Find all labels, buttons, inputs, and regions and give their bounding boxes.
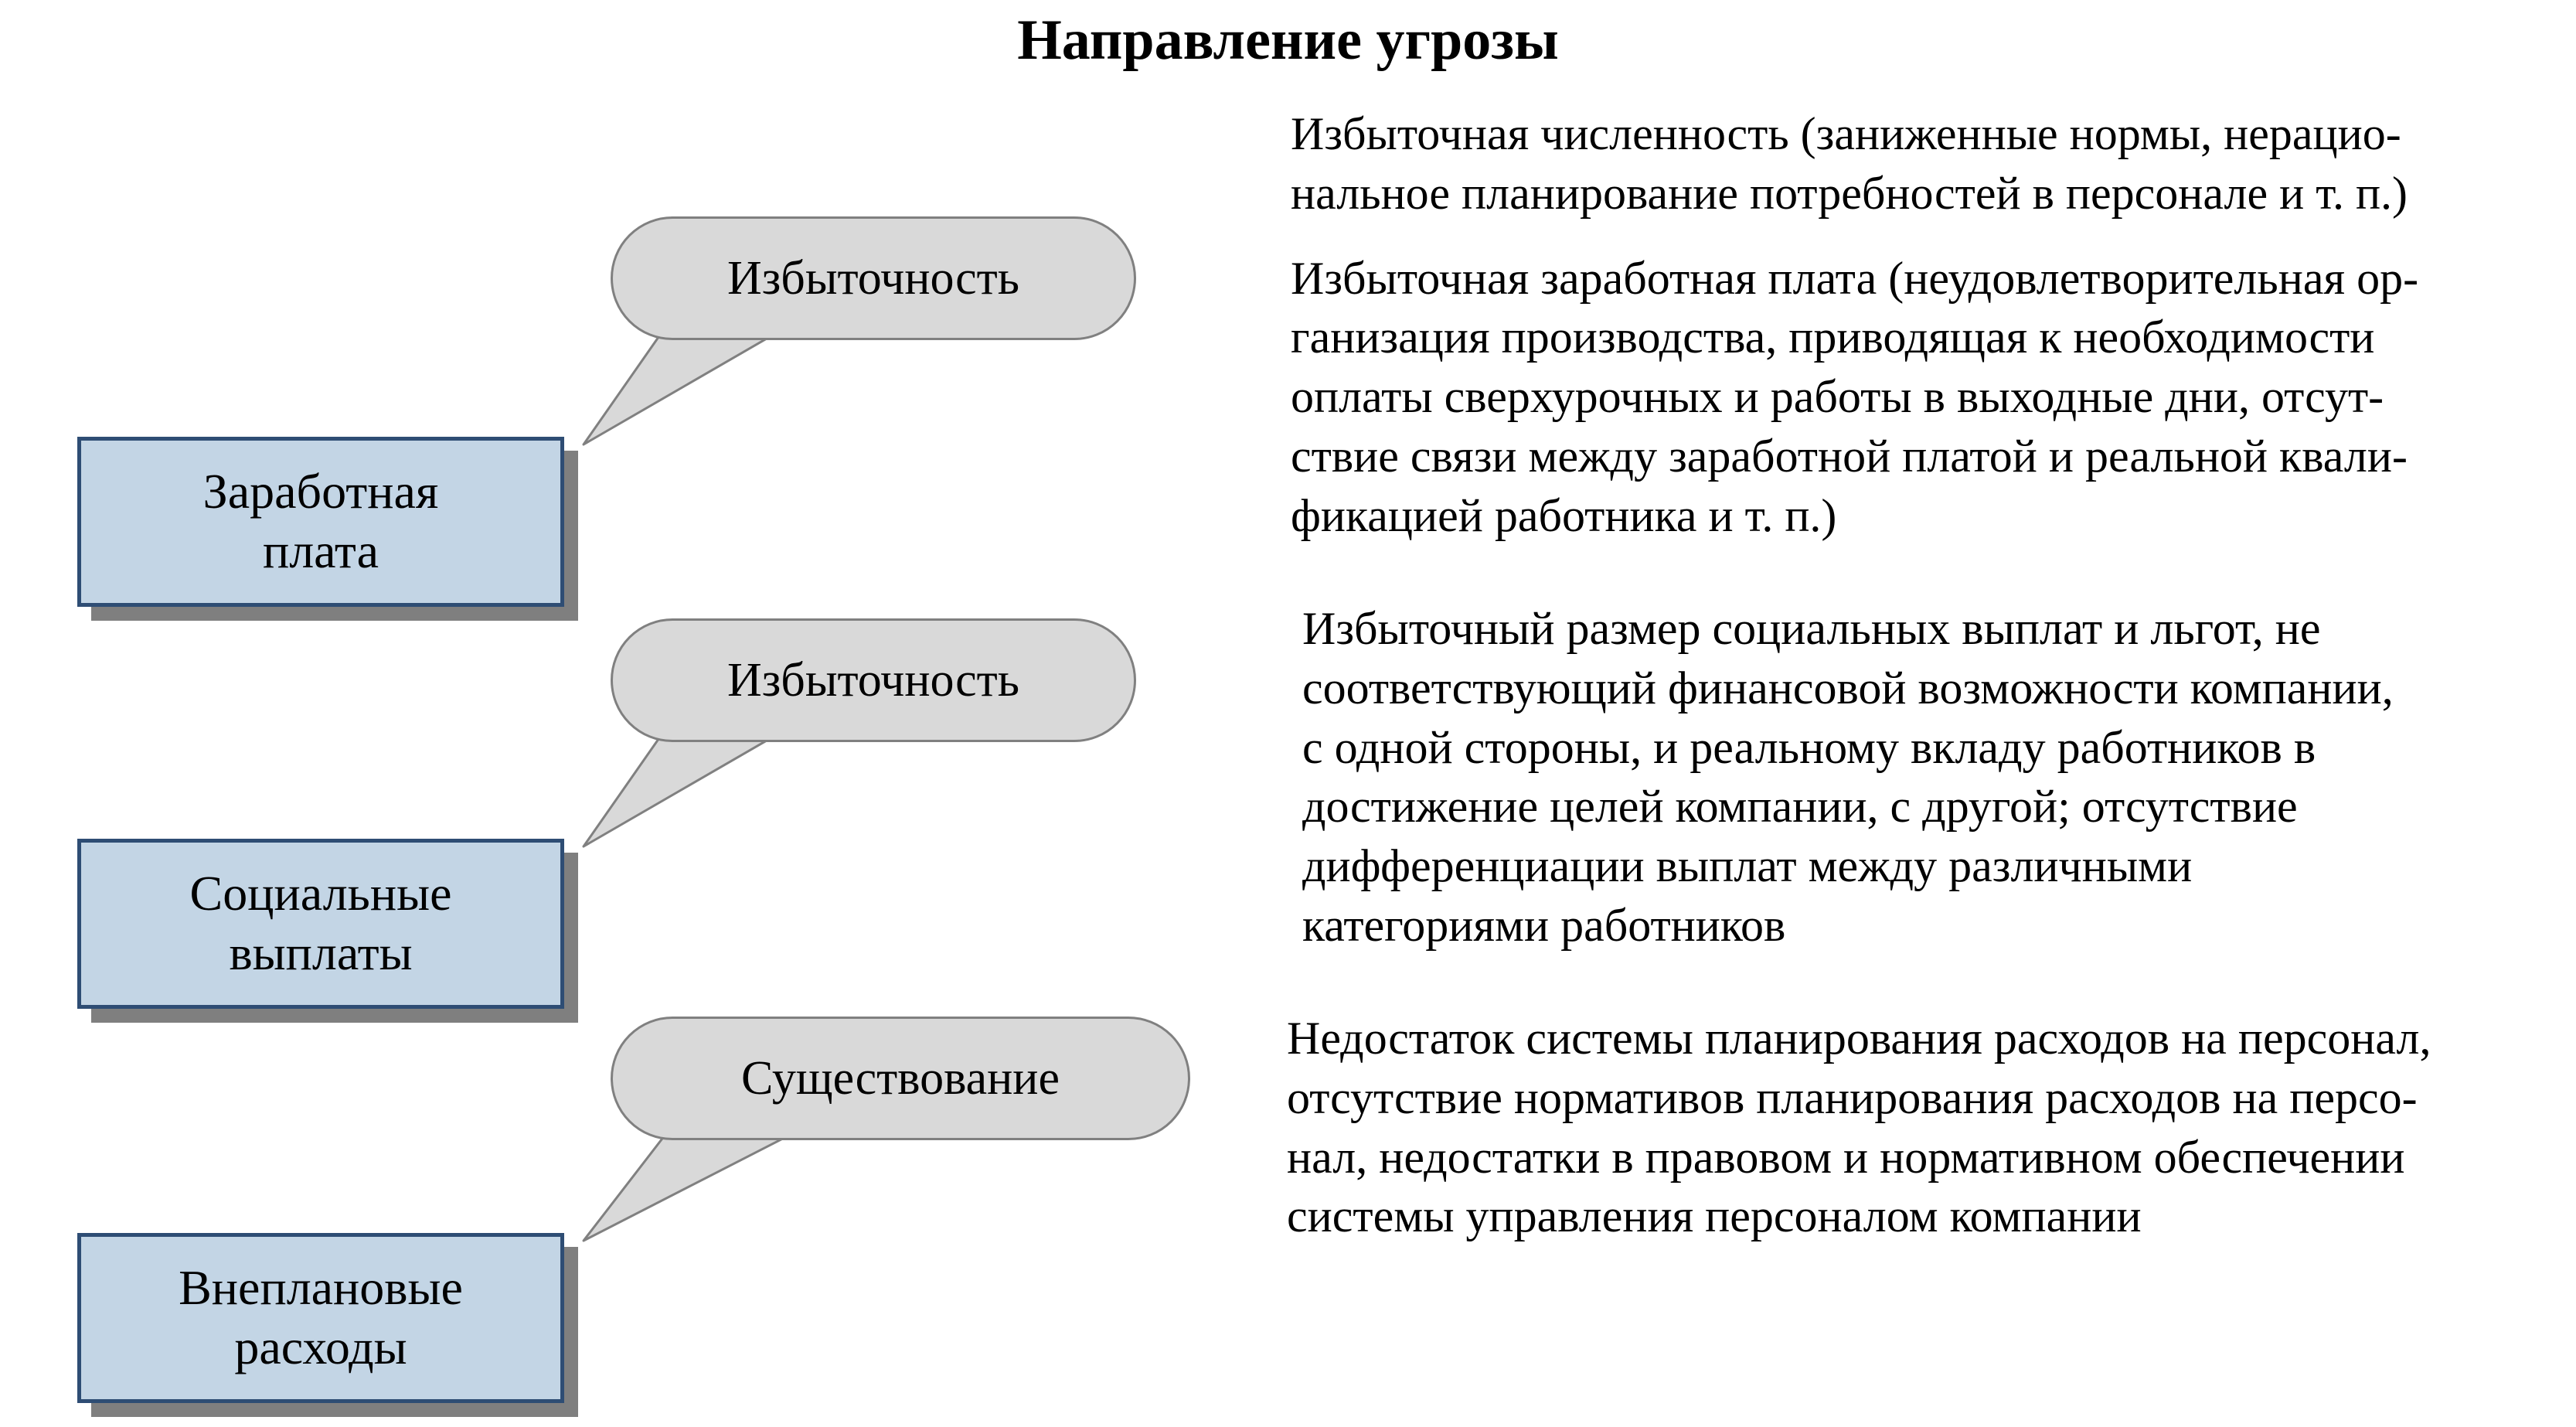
category-box-unplanned: Внеплановые расходы <box>77 1233 564 1403</box>
category-box-salary: Заработная плата <box>77 437 564 607</box>
category-box-label: Заработная плата <box>203 462 439 581</box>
description-social: Избыточный размер социальных выплат и ль… <box>1302 599 2523 955</box>
description-paragraph: Избыточный размер социальных выплат и ль… <box>1302 599 2523 955</box>
speech-bubble-social: Избыточность <box>611 618 1136 742</box>
description-paragraph: Избыточная заработная плата (неудовлетво… <box>1291 249 2527 546</box>
description-salary: Избыточная численность (заниженные нормы… <box>1291 104 2527 546</box>
description-paragraph: Избыточная численность (заниженные нормы… <box>1291 104 2527 223</box>
speech-bubble-label: Существование <box>741 1051 1060 1106</box>
speech-bubble-label: Избыточность <box>727 251 1019 306</box>
description-paragraph: Недостаток системы планирования расходов… <box>1287 1009 2554 1246</box>
speech-bubble-salary: Избыточность <box>611 216 1136 340</box>
speech-bubble-label: Избыточность <box>727 653 1019 708</box>
page-title: Направление угрозы <box>0 8 2576 73</box>
speech-bubble-unplanned: Существование <box>611 1017 1190 1140</box>
category-box-social: Социальные выплаты <box>77 839 564 1009</box>
category-box-label: Внеплановые расходы <box>179 1258 463 1378</box>
description-unplanned: Недостаток системы планирования расходов… <box>1287 1009 2554 1246</box>
category-box-label: Социальные выплаты <box>190 864 452 983</box>
